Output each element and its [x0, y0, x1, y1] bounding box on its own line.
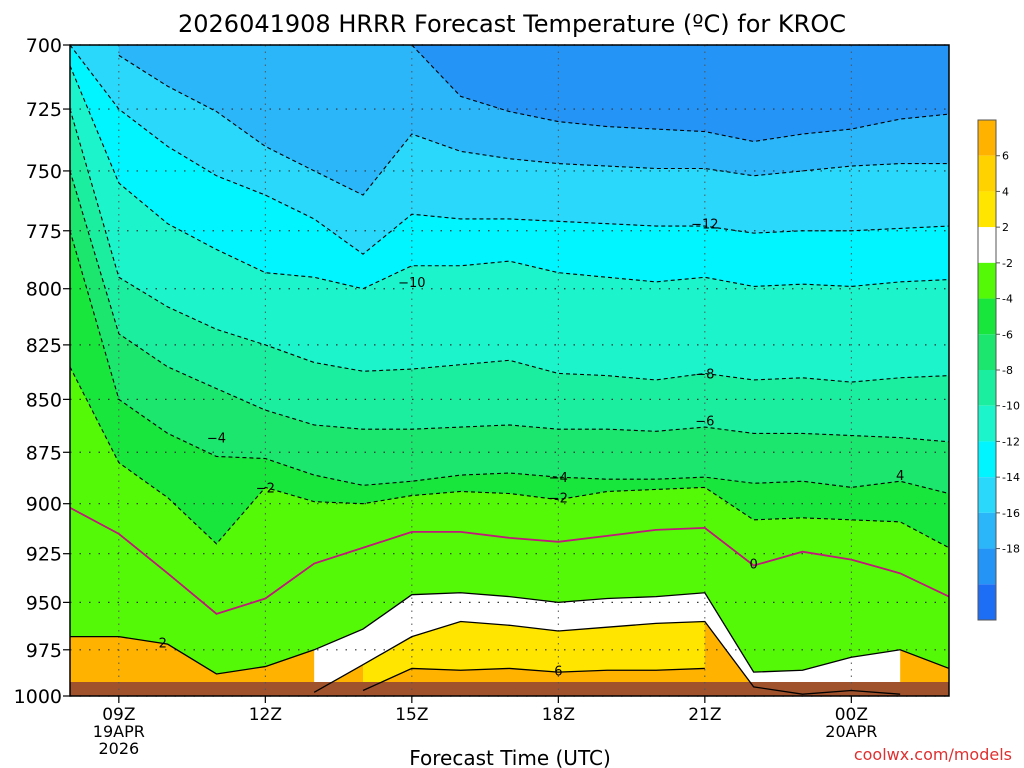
chart-title: 2026041908 HRRR Forecast Temperature (ºC… — [178, 10, 846, 38]
colorbar-label: -2 — [1002, 257, 1013, 270]
contour-label: −10 — [398, 276, 425, 291]
colorbar-label: -4 — [1002, 293, 1013, 306]
colorbar-label: -12 — [1002, 435, 1020, 448]
x-tick-date: 20APR — [825, 722, 877, 741]
plot-border — [69, 44, 950, 697]
contour-label: 2 — [159, 636, 167, 651]
colorbar-label: -18 — [1002, 543, 1020, 556]
y-tick-label: 975 — [26, 640, 62, 662]
x-tick-label: 00Z — [835, 705, 868, 725]
contour-label: −8 — [695, 367, 714, 382]
y-tick-label: 750 — [26, 161, 62, 183]
x-tick-label: 15Z — [395, 705, 428, 725]
colorbar-swatch — [978, 548, 996, 585]
y-tick-label: 950 — [26, 592, 62, 614]
colorbar-swatch — [978, 334, 996, 370]
contour-label: −2 — [256, 481, 275, 496]
isotherm-line — [70, 366, 949, 549]
colorbar-swatch — [978, 262, 996, 299]
y-tick-label: 900 — [26, 494, 62, 516]
isotherm-line — [411, 45, 949, 143]
colorbar-swatch — [978, 405, 996, 442]
isotherm-line — [118, 54, 949, 196]
y-tick-label: 1000 — [14, 686, 62, 708]
colorbar-swatch — [978, 120, 996, 156]
x-tick-label: 18Z — [542, 705, 575, 725]
colorbar-label: 6 — [1002, 150, 1009, 163]
colorbar-label: -16 — [1002, 507, 1020, 520]
isotherm-line — [70, 45, 949, 255]
plot-area: 0 2 6 −2 −2 −4 −4 4 −6 −8 −10 −12 700 725 750 775 800 825… — [14, 35, 950, 758]
x-tick-label: 12Z — [249, 705, 282, 725]
colorbar-label: -8 — [1002, 364, 1013, 377]
contour-label: −6 — [695, 415, 714, 430]
colorbar-label: -10 — [1002, 400, 1020, 413]
isotherm-line — [70, 170, 949, 443]
x-tick-label: 21Z — [688, 705, 721, 725]
contour-label: 4 — [896, 469, 904, 484]
y-tick-label: 875 — [26, 442, 62, 464]
fill-band — [411, 45, 949, 142]
colorbar-swatch — [978, 512, 996, 549]
contour-label: −4 — [207, 432, 226, 447]
x-tick-date: 19APR — [93, 722, 145, 741]
colorbar-swatch — [978, 155, 996, 192]
colorbar-label: -14 — [1002, 471, 1020, 484]
isotherm-line — [70, 506, 949, 615]
y-tick-label: 775 — [26, 221, 62, 243]
isotherm-lines — [70, 45, 949, 695]
colorbar-swatch — [978, 370, 996, 406]
colorbar-swatch — [978, 227, 996, 263]
x-axis-label: Forecast Time (UTC) — [409, 746, 611, 768]
colorbar-swatch — [978, 298, 996, 335]
y-tick-label: 800 — [26, 279, 62, 301]
x-tick-label: 09Z — [102, 705, 135, 725]
isotherm-line — [70, 230, 949, 495]
y-tick-label: 825 — [26, 335, 62, 357]
y-tick-label: 725 — [26, 99, 62, 121]
colorbar-swatch — [978, 441, 996, 478]
colorbar-swatch — [978, 584, 996, 620]
contour-fills — [70, 45, 949, 696]
y-tick-label: 925 — [26, 544, 62, 566]
contour-label: −12 — [691, 218, 718, 233]
colorbar-label: 2 — [1002, 221, 1009, 234]
colorbar: 6 4 2 -2 -4 -6 -8 -10 -12 -14 -16 -18 — [977, 119, 1020, 621]
isotherm-line — [362, 667, 705, 692]
contour-label: 6 — [554, 664, 562, 679]
colorbar-swatch — [978, 191, 996, 228]
contour-label: 0 — [750, 558, 758, 573]
isotherm-line — [313, 620, 901, 695]
colorbar-label: -6 — [1002, 328, 1013, 341]
contour-label: −4 — [549, 471, 568, 486]
contour-label: −2 — [549, 492, 568, 507]
x-tick-date: 2026 — [98, 739, 139, 758]
isotherm-line — [70, 65, 949, 290]
y-tick-label: 850 — [26, 389, 62, 411]
colorbar-label: 4 — [1002, 185, 1009, 198]
isotherm-line — [70, 592, 949, 675]
surface-strip — [70, 682, 949, 696]
credit-text: coolwx.com/models — [854, 745, 1012, 764]
y-tick-label: 700 — [26, 35, 62, 57]
colorbar-swatch — [978, 477, 996, 513]
